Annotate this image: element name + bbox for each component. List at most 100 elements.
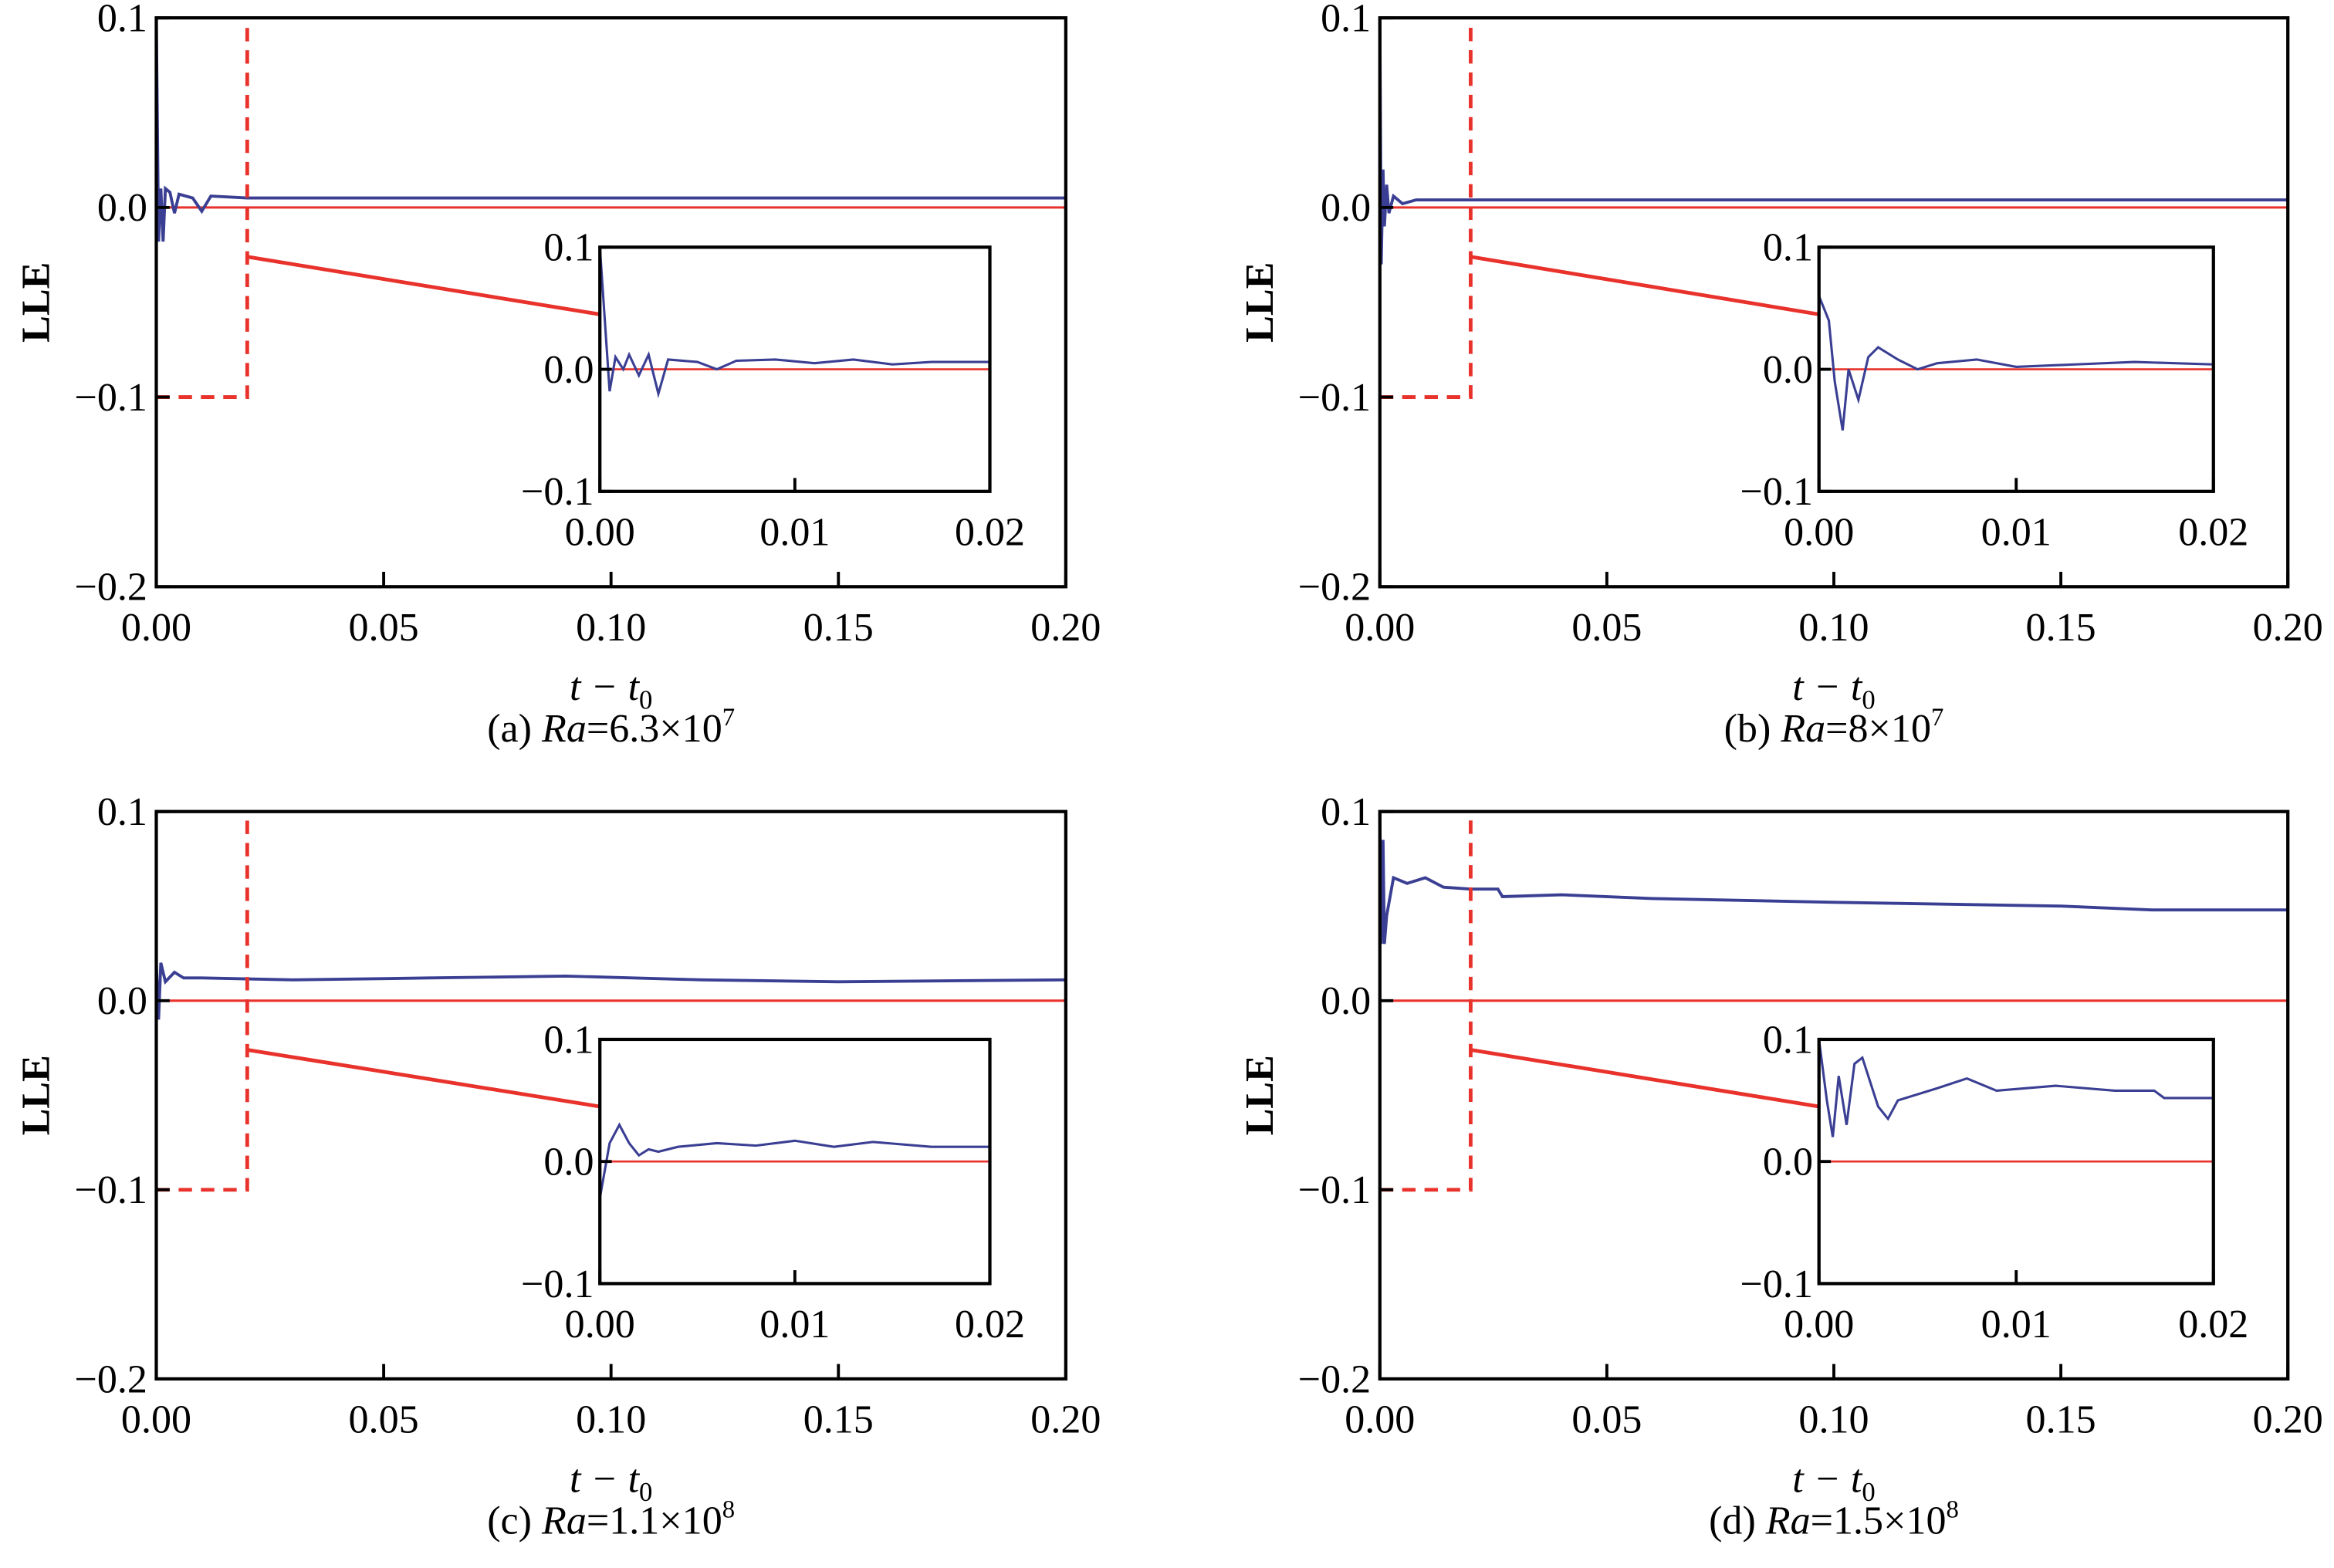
caption-ra: Ra: [541, 1499, 587, 1543]
x-axis-label-var: t − t: [1792, 665, 1863, 709]
x-axis-label: t − t0: [570, 1458, 652, 1508]
x-axis-label-sub: 0: [639, 1477, 652, 1507]
inset-d: 0.00 0.01 0.02 −0.1 0.0 0.1: [1470, 1018, 2248, 1347]
zoom-region-box: [1379, 811, 1473, 1192]
inset-series-line: [1818, 1039, 2214, 1137]
inset-x-tick-label: 0.02: [955, 1303, 1025, 1347]
caption-exponent: 7: [1931, 704, 1943, 732]
y-tick-label: −0.2: [1298, 566, 1371, 610]
inset-y-tick-label: −0.1: [1740, 1262, 1813, 1306]
y-tick-label: −0.2: [1298, 1357, 1371, 1401]
caption-exponent: 8: [1947, 1495, 1959, 1523]
inset-b: 0.00 0.01 0.02 −0.1 0.0 0.1: [1470, 226, 2248, 554]
zoom-connector-line: [1470, 1048, 1820, 1109]
caption-prefix: (d): [1709, 1499, 1766, 1543]
inset-x-tick-label: 0.00: [1784, 510, 1854, 554]
panel-caption: (d) Ra=1.5×108: [1709, 1495, 1959, 1543]
x-tick-label: 0.00: [121, 606, 191, 650]
zoom-connector-line: [246, 255, 600, 316]
panel-c: 0.00 0.05 0.10 0.15 0.20 −0.2 −0.1 0.0 0.1 LLE t −…: [15, 790, 1101, 1543]
inset-y-tick-label: 0.1: [543, 226, 594, 270]
inset-y-tick-label: 0.0: [1763, 1141, 1813, 1184]
x-tick-label: 0.10: [1798, 606, 1869, 650]
caption-value: =1.1×10: [587, 1499, 722, 1543]
lle-series-line: [1378, 18, 2288, 265]
x-axis-label-var: t − t: [570, 1458, 641, 1502]
inset-a: 0.00 0.01 0.02 −0.1 0.0 0.1: [246, 226, 1025, 554]
x-axis-label-sub: 0: [1862, 685, 1875, 715]
lle-series-line: [1378, 811, 2288, 945]
inset-x-tick-label: 0.00: [1784, 1303, 1854, 1347]
caption-ra: Ra: [1765, 1499, 1811, 1543]
inset-x-tick-label: 0.01: [759, 510, 830, 554]
inset-series-line: [1818, 296, 2214, 431]
zoom-connector-line: [246, 1048, 600, 1109]
x-tick-label: 0.05: [349, 1397, 419, 1441]
x-tick-label: 0.10: [576, 606, 646, 650]
inset-x-tick-label: 0.02: [2178, 1303, 2248, 1347]
zoom-region-box: [156, 811, 249, 1192]
caption-prefix: (c): [487, 1499, 542, 1543]
x-axis-label: t − t0: [570, 665, 652, 715]
caption-ra: Ra: [541, 707, 587, 751]
y-tick-label: −0.1: [74, 1168, 147, 1212]
inset-x-tick-label: 0.01: [759, 1303, 830, 1347]
x-tick-label: 0.20: [1030, 606, 1101, 650]
inset-y-tick-label: 0.1: [1763, 226, 1813, 270]
caption-prefix: (a): [487, 707, 542, 751]
x-tick-label: 0.20: [2253, 606, 2323, 650]
inset-y-tick-label: 0.1: [543, 1018, 594, 1062]
caption-ra: Ra: [1780, 707, 1825, 751]
lle-series-line: [154, 962, 1066, 1020]
y-axis-label: LLE: [1238, 1055, 1282, 1135]
y-tick-label: 0.1: [97, 0, 147, 41]
y-tick-label: 0.1: [1321, 0, 1371, 41]
y-axis-label: LLE: [15, 262, 59, 343]
zoom-connector-line: [1470, 255, 1820, 316]
y-tick-label: 0.0: [97, 979, 147, 1023]
x-tick-label: 0.10: [576, 1397, 646, 1441]
x-tick-label: 0.20: [2253, 1397, 2323, 1441]
panel-caption: (c) Ra=1.1×108: [487, 1495, 735, 1543]
inset-x-tick-label: 0.02: [955, 510, 1025, 554]
x-tick-label: 0.05: [1571, 1397, 1642, 1441]
inset-series-line: [598, 1122, 990, 1198]
inset-y-tick-label: 0.0: [543, 348, 594, 392]
x-axis-label: t − t0: [1792, 1458, 1875, 1508]
y-tick-label: −0.2: [74, 1357, 147, 1401]
inset-y-tick-label: 0.0: [1763, 348, 1813, 392]
y-tick-label: 0.0: [1321, 979, 1371, 1023]
panel-caption: (b) Ra=8×107: [1724, 704, 1944, 751]
caption-exponent: 8: [722, 1495, 735, 1523]
inset-x-tick-label: 0.01: [1981, 1303, 2052, 1347]
y-tick-label: 0.1: [1321, 790, 1371, 834]
inset-x-tick-label: 0.00: [565, 1303, 635, 1347]
x-tick-label: 0.20: [1030, 1397, 1101, 1441]
panel-caption: (a) Ra=6.3×107: [487, 704, 735, 751]
x-tick-label: 0.15: [803, 1397, 874, 1441]
inset-x-tick-label: 0.00: [565, 510, 635, 554]
inset-series-line: [598, 247, 990, 399]
y-axis-label: LLE: [15, 1055, 59, 1135]
x-tick-label: 0.15: [2026, 606, 2096, 650]
caption-value: =1.5×10: [1811, 1499, 1947, 1543]
inset-x-tick-label: 0.02: [2178, 510, 2248, 554]
caption-value: =6.3×10: [587, 707, 722, 751]
inset-y-tick-label: 0.1: [1763, 1018, 1813, 1062]
lle-series-line: [154, 18, 1066, 242]
caption-value: =8×10: [1825, 707, 1931, 751]
x-tick-label: 0.15: [803, 606, 874, 650]
x-tick-label: 0.10: [1798, 1397, 1869, 1441]
x-axis-label-var: t − t: [570, 665, 641, 709]
x-axis-label-var: t − t: [1792, 1458, 1863, 1502]
y-tick-label: 0.0: [1321, 186, 1371, 230]
x-axis-label: t − t0: [1792, 665, 1875, 715]
x-axis-label-sub: 0: [639, 685, 652, 715]
x-axis-label-sub: 0: [1862, 1477, 1875, 1507]
inset-x-tick-label: 0.01: [1981, 510, 2052, 554]
x-tick-label: 0.05: [349, 606, 419, 650]
x-tick-label: 0.15: [2026, 1397, 2096, 1441]
